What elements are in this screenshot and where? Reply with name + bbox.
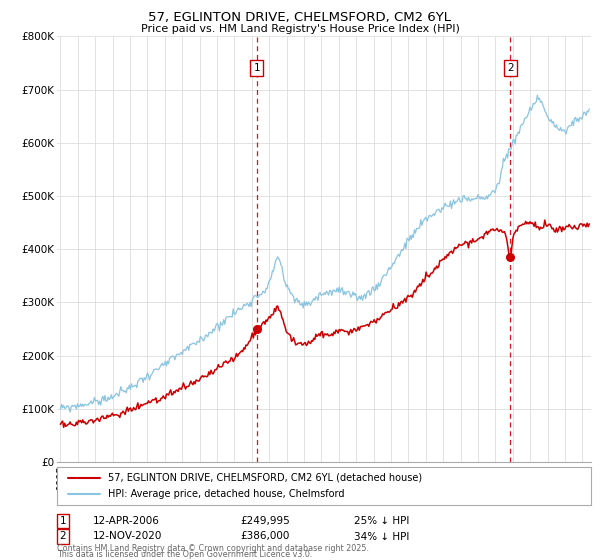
Text: £249,995: £249,995 [240, 516, 290, 526]
Text: Contains HM Land Registry data © Crown copyright and database right 2025.: Contains HM Land Registry data © Crown c… [57, 544, 369, 553]
Text: 1: 1 [59, 516, 67, 526]
Text: 2: 2 [59, 531, 67, 542]
Text: This data is licensed under the Open Government Licence v3.0.: This data is licensed under the Open Gov… [57, 550, 313, 559]
Text: 1: 1 [253, 63, 260, 73]
Text: 2: 2 [507, 63, 514, 73]
Text: 12-APR-2006: 12-APR-2006 [93, 516, 160, 526]
Text: 25% ↓ HPI: 25% ↓ HPI [354, 516, 409, 526]
Text: 34% ↓ HPI: 34% ↓ HPI [354, 531, 409, 542]
Text: Price paid vs. HM Land Registry's House Price Index (HPI): Price paid vs. HM Land Registry's House … [140, 24, 460, 34]
Text: £386,000: £386,000 [240, 531, 289, 542]
Text: HPI: Average price, detached house, Chelmsford: HPI: Average price, detached house, Chel… [108, 489, 344, 500]
Text: 57, EGLINTON DRIVE, CHELMSFORD, CM2 6YL: 57, EGLINTON DRIVE, CHELMSFORD, CM2 6YL [149, 11, 452, 24]
Text: 12-NOV-2020: 12-NOV-2020 [93, 531, 163, 542]
Text: 57, EGLINTON DRIVE, CHELMSFORD, CM2 6YL (detached house): 57, EGLINTON DRIVE, CHELMSFORD, CM2 6YL … [108, 473, 422, 483]
